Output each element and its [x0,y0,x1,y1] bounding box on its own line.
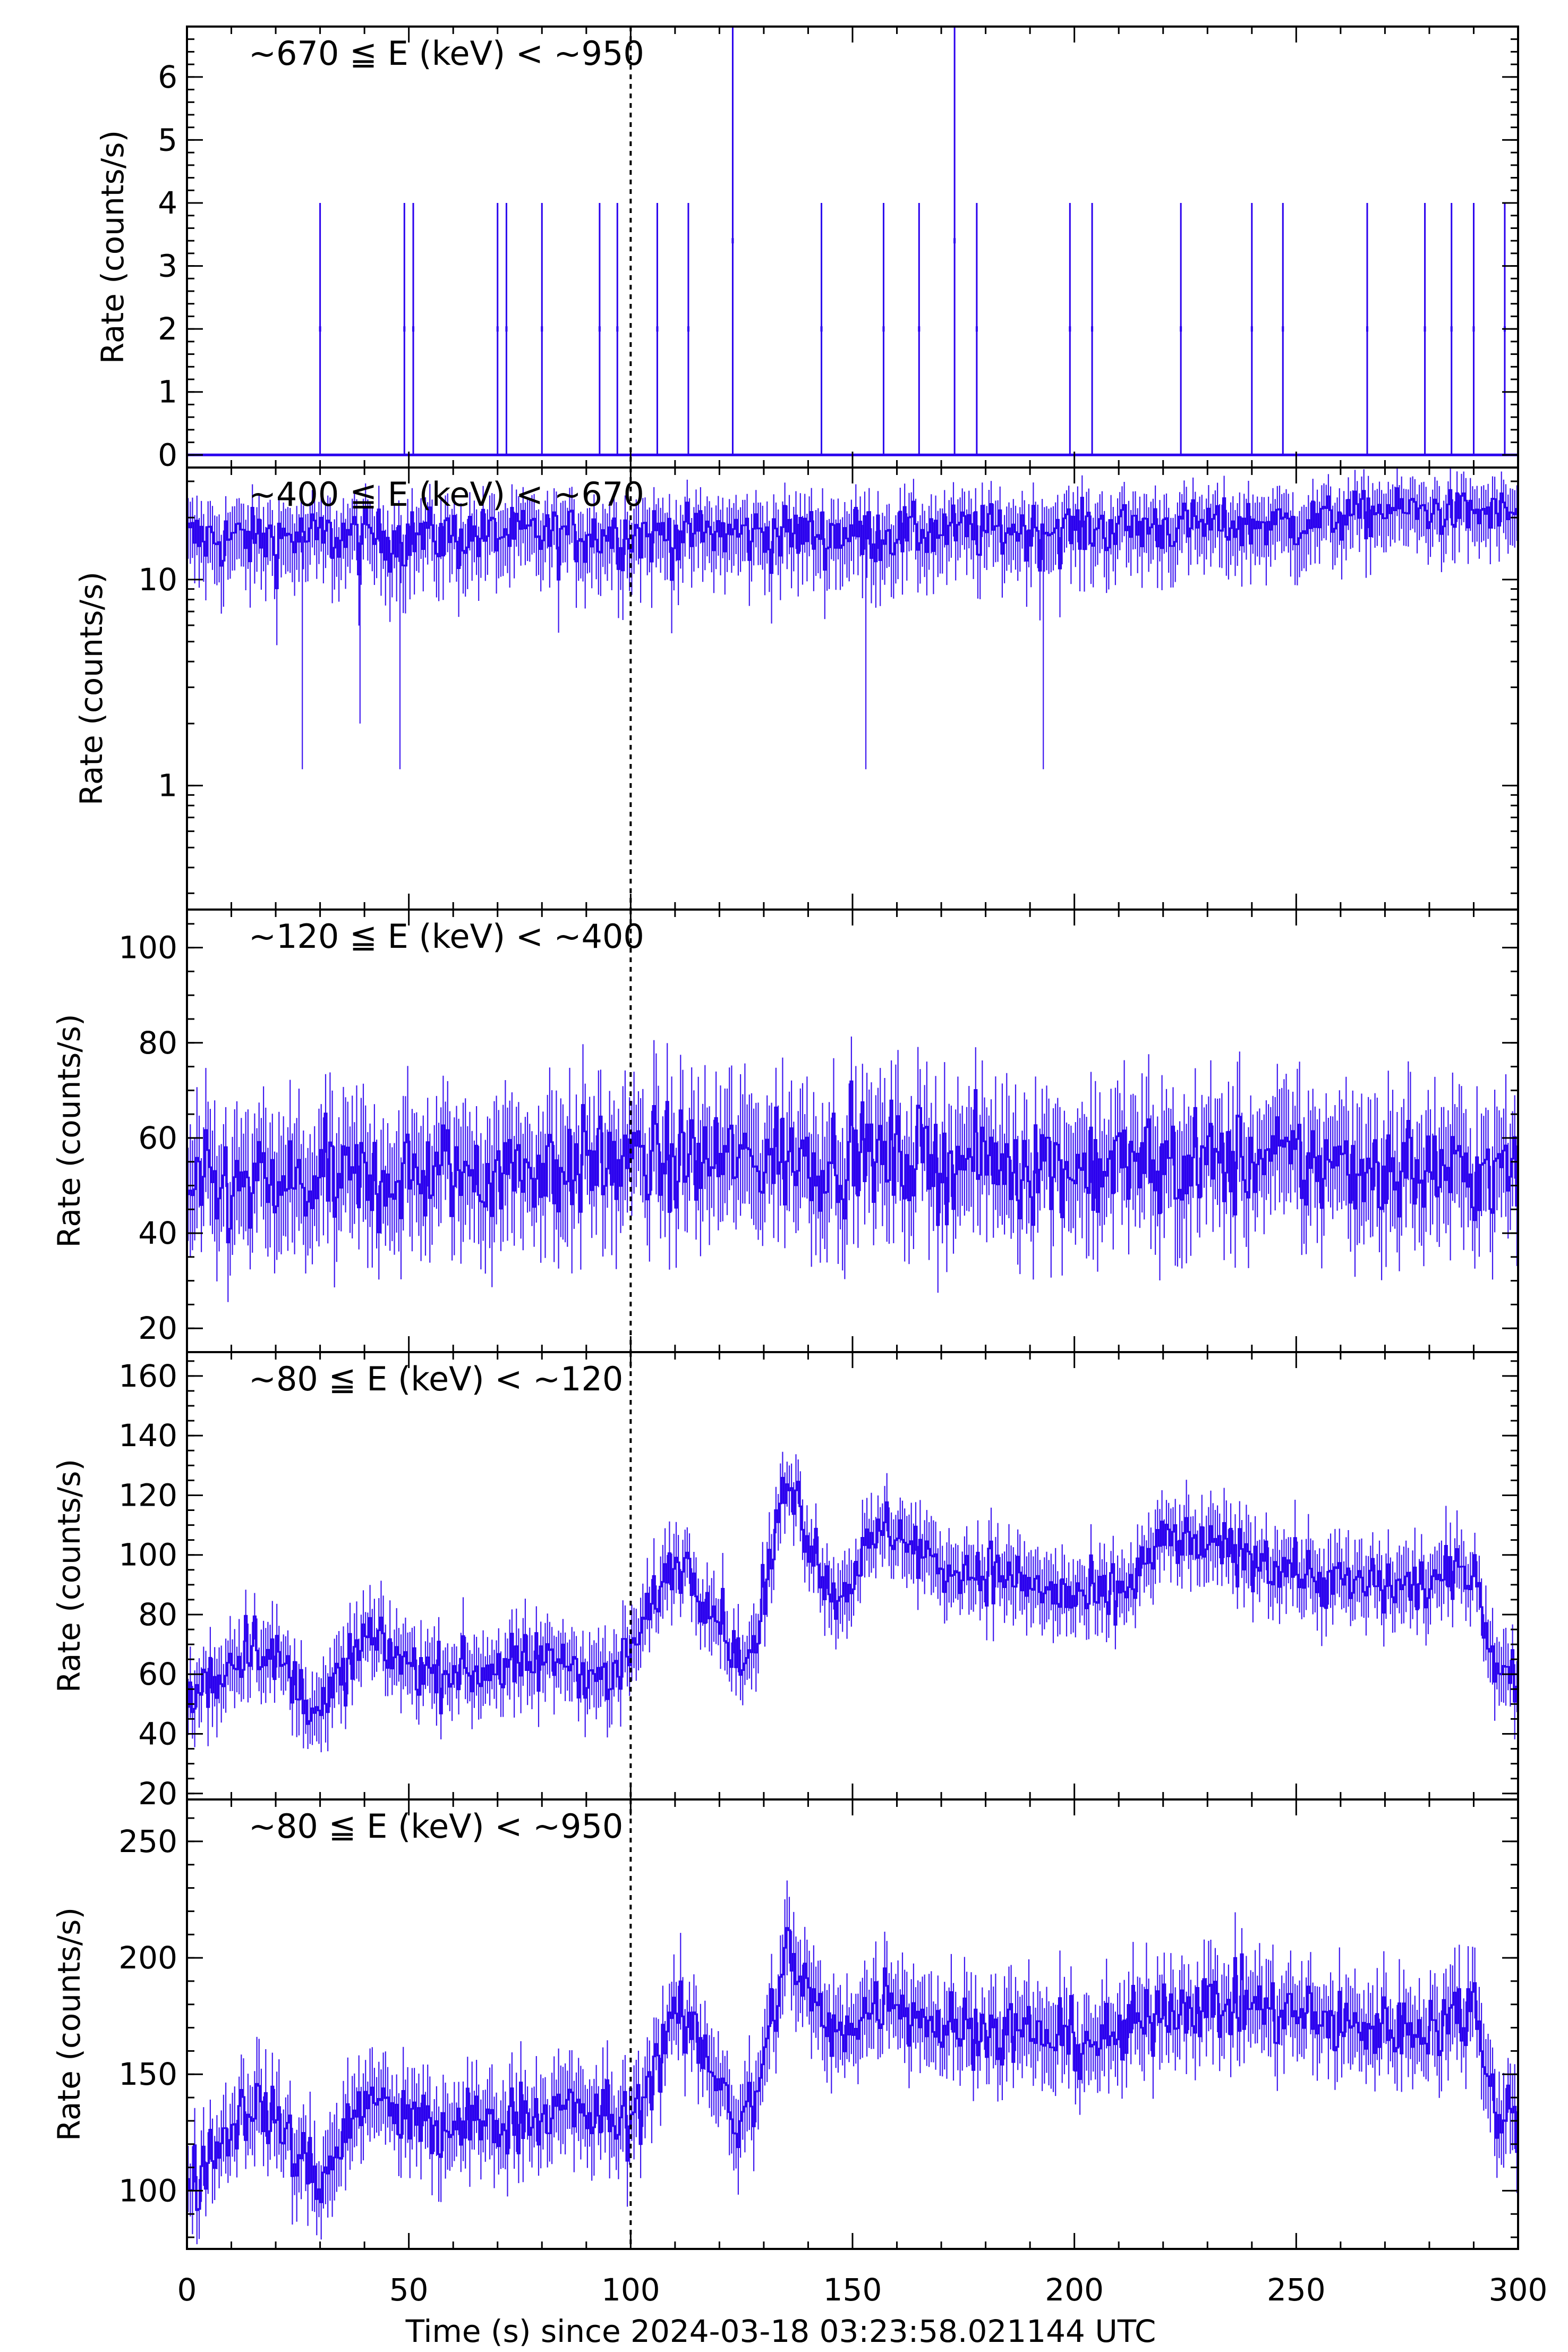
panel-energy-label: ~80 ≦ E (keV) < ~120 [249,1360,623,1398]
y-tick-label: 40 [138,1215,177,1251]
x-tick-label: 250 [1267,2272,1326,2308]
y-tick-label: 0 [158,437,177,473]
x-tick-label: 50 [389,2272,429,2308]
y-axis-title: Rate (counts/s) [51,1014,87,1247]
y-tick-label: 100 [118,1537,177,1573]
rate-series-line [187,1927,1518,2211]
panel-5: 100 150 200 250 Rate (counts/s) ~80 ≦ E (keV)… [51,1798,1519,2250]
panel-2: 1 10 Rate (counts/s) ~400 ≦ E (keV) < ~670 [73,466,1519,911]
y-tick-label: 20 [138,1776,177,1812]
y-axis-title: Rate (counts/s) [51,1459,87,1693]
y-tick-label: 2 [158,311,177,347]
y-tick-label: 60 [138,1656,177,1692]
y-tick-label: 40 [138,1716,177,1752]
y-axis-title: Rate (counts/s) [95,130,131,364]
x-tick-label: 100 [601,2272,660,2308]
y-tick-label: 6 [158,59,177,95]
y-tick-label: 100 [118,930,177,966]
y-tick-label: 100 [118,2172,177,2209]
panel-energy-label: ~400 ≦ E (keV) < ~670 [249,475,644,514]
panel-5-series [187,1880,1518,2245]
panel-energy-label: ~80 ≦ E (keV) < ~950 [249,1807,623,1846]
y-axis-title: Rate (counts/s) [51,1907,87,2141]
x-tick-label: 200 [1045,2272,1104,2308]
y-tick-label: 120 [118,1477,177,1513]
bottom-x-axis: 0 50 100 150 200 250 300 [177,2272,1548,2308]
rate-series-line [187,487,1518,589]
x-tick-label: 150 [823,2272,882,2308]
y-tick-label: 20 [138,1310,177,1346]
x-axis-title: Time (s) since 2024-03-18 03:23:58.02114… [405,2313,1156,2349]
panel-3: 20 40 60 80 100 Rate (counts/s) ~120 ≦ E (keV)… [51,908,1519,1353]
x-tick-label: 300 [1489,2272,1548,2308]
y-tick-label: 4 [158,185,177,221]
y-tick-label: 10 [138,562,177,598]
panels-group: 0 1 2 3 4 5 6 Rate (counts/s) ~670 ≦ E (keV) < ~… [51,26,1519,2250]
panel-1: 0 1 2 3 4 5 6 Rate (counts/s) ~670 ≦ E (keV) < ~… [95,26,1519,473]
y-tick-label: 150 [118,2056,177,2092]
y-tick-label: 250 [118,1823,177,1859]
y-tick-label: 1 [158,768,177,804]
error-bars [188,468,1518,769]
panel-4-series [187,1451,1518,1753]
y-tick-label: 60 [138,1120,177,1156]
rate-series-line [187,1080,1518,1244]
y-tick-label: 140 [118,1417,177,1454]
y-tick-label: 80 [138,1597,177,1633]
panel-energy-label: ~120 ≦ E (keV) < ~400 [249,917,644,956]
panel-2-series [187,468,1518,769]
y-tick-label: 1 [158,374,177,410]
y-tick-label: 5 [158,122,177,158]
x-tick-label: 0 [177,2272,197,2308]
panel-energy-label: ~670 ≦ E (keV) < ~950 [249,34,644,73]
panel-3-series [187,1037,1518,1302]
y-tick-label: 3 [158,248,177,284]
y-tick-label: 80 [138,1025,177,1061]
y-tick-label: 200 [118,1940,177,1976]
rate-series-line [187,1476,1518,1725]
y-tick-label: 160 [118,1358,177,1394]
y-axis-title: Rate (counts/s) [73,572,109,805]
